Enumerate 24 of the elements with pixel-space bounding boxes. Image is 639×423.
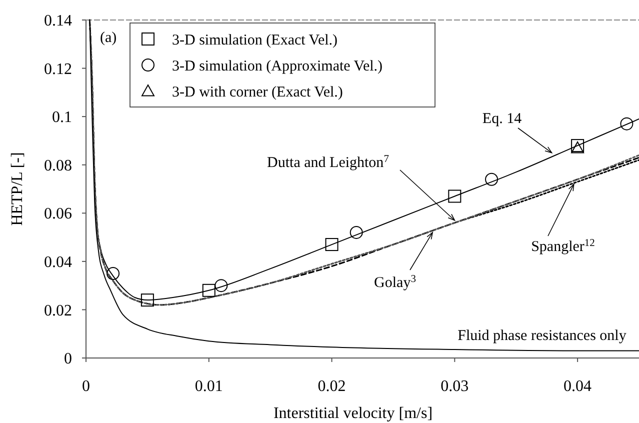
legend-label: 3-D simulation (Approximate Vel.): [172, 58, 383, 74]
y-tick-label: 0.1: [52, 109, 72, 126]
y-tick-label: 0: [64, 350, 72, 368]
annotation: Eq. 14: [482, 111, 522, 127]
annotation: Fluid phase resistances only: [458, 328, 627, 344]
y-tick-label: 0.04: [44, 254, 72, 272]
x-axis-title: Interstitial velocity [m/s]: [273, 405, 433, 422]
annotation: Spangler$^{12}$: [531, 238, 595, 255]
x-tick-label: 0.02: [318, 378, 346, 395]
legend-label: 3-D simulation (Exact Vel.): [172, 32, 338, 48]
y-tick-label: 0.14: [44, 12, 72, 30]
y-tick-label: 0.08: [44, 157, 72, 174]
y-tick-label: 0.12: [44, 60, 72, 78]
annotation: Dutta and Leighton$^{7}$: [267, 154, 389, 171]
annotation: Golay$^{3}$: [374, 274, 416, 291]
x-tick-label: 0.04: [564, 378, 592, 395]
y-axis-title: HETP/L [-]: [9, 152, 26, 226]
annotation: (a): [100, 30, 117, 46]
x-tick-label: 0.01: [194, 378, 223, 395]
y-tick-label: 0.02: [44, 302, 72, 320]
x-tick-label: 0.03: [440, 378, 469, 395]
x-tick-label: 0: [82, 378, 90, 395]
legend-label: 3-D with corner (Exact Vel.): [172, 84, 343, 100]
y-tick-label: 0.06: [44, 206, 72, 223]
